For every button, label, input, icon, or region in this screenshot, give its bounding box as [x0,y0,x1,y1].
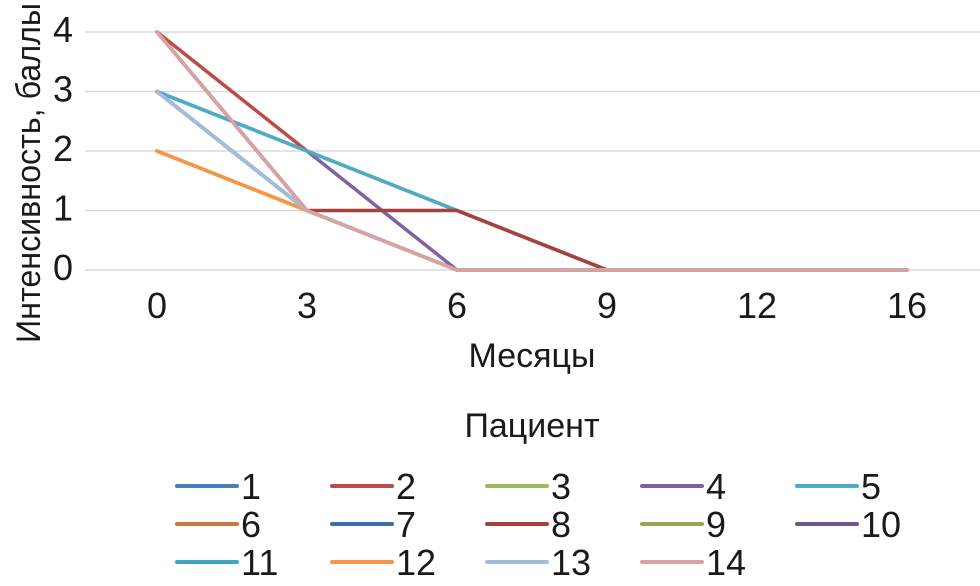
legend-entry-1: 1 [175,466,261,507]
gridlines [85,31,980,271]
legend-label: 7 [396,504,416,545]
series-lines [155,30,909,272]
legend-entry-3: 3 [485,466,571,507]
y-axis-title: Интенсивность, баллы [10,3,48,343]
legend-entry-6: 6 [175,504,261,545]
legend-entry-2: 2 [330,466,416,507]
y-tick-label: 2 [53,128,73,169]
legend-entry-5: 5 [795,466,881,507]
legend-entry-9: 9 [640,504,726,545]
legend-entry-4: 4 [640,466,726,507]
x-tick-label: 9 [597,285,617,326]
legend-label: 4 [706,466,726,507]
legend-label: 10 [861,504,901,545]
y-tick-labels: 0 1 2 3 4 [53,9,73,288]
x-tick-label: 3 [297,285,317,326]
x-tick-label: 6 [447,285,467,326]
legend-label: 11 [241,542,278,583]
y-tick-label: 0 [53,247,73,288]
legend-label: 2 [396,466,416,507]
legend-entry-12: 12 [330,542,436,583]
x-tick-labels: 0 3 6 9 12 16 [147,285,927,326]
legend-label: 8 [551,504,571,545]
legend-entry-7: 7 [330,504,416,545]
legend-label: 6 [241,504,261,545]
x-tick-label: 12 [737,285,777,326]
legend-entry-14: 14 [640,542,746,583]
y-tick-label: 4 [53,9,73,50]
x-tick-label: 0 [147,285,167,326]
legend-label: 3 [551,466,571,507]
y-tick-label: 1 [53,188,73,229]
x-tick-label: 16 [887,285,927,326]
legend-entry-10: 10 [795,504,901,545]
series-line-14 [155,30,909,272]
legend-label: 1 [241,466,261,507]
legend-entry-8: 8 [485,504,571,545]
legend-label: 9 [706,504,726,545]
x-axis-title: Месяцы [469,337,596,375]
legend-label: 13 [551,542,591,583]
legend-title: Пациент [464,407,599,445]
y-tick-label: 3 [53,69,73,110]
legend-label: 14 [706,542,746,583]
legend-entry-11: 11 [175,542,278,583]
legend-label: 5 [861,466,881,507]
legend-entry-13: 13 [485,542,591,583]
legend-label: 12 [396,542,436,583]
series-line-13 [155,89,909,272]
